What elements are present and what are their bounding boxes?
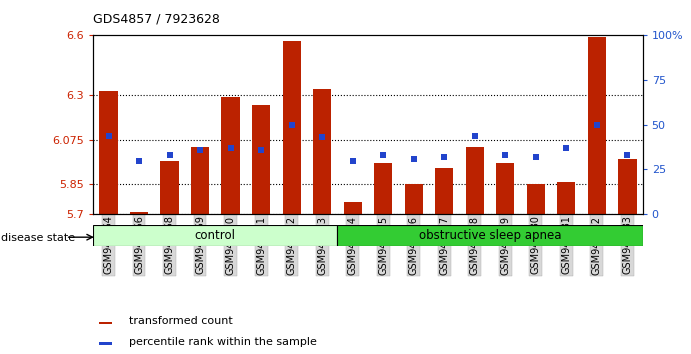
Bar bbox=[343, 202, 362, 214]
Bar bbox=[496, 162, 514, 214]
Bar bbox=[283, 41, 301, 214]
Bar bbox=[99, 322, 112, 324]
Bar bbox=[337, 225, 643, 246]
Text: disease state: disease state bbox=[1, 233, 75, 243]
Text: obstructive sleep apnea: obstructive sleep apnea bbox=[419, 229, 561, 242]
Text: control: control bbox=[195, 229, 236, 242]
Text: transformed count: transformed count bbox=[129, 316, 233, 326]
Bar bbox=[130, 212, 148, 214]
Bar bbox=[99, 342, 112, 345]
Bar bbox=[557, 182, 576, 214]
Text: GDS4857 / 7923628: GDS4857 / 7923628 bbox=[93, 12, 220, 25]
Bar bbox=[221, 97, 240, 214]
Bar bbox=[587, 38, 606, 214]
Bar bbox=[252, 105, 270, 214]
Bar bbox=[435, 169, 453, 214]
Bar bbox=[100, 91, 117, 214]
Bar bbox=[313, 89, 331, 214]
Bar bbox=[527, 184, 545, 214]
Text: percentile rank within the sample: percentile rank within the sample bbox=[129, 337, 317, 347]
Bar bbox=[374, 162, 392, 214]
Bar bbox=[466, 147, 484, 214]
Bar bbox=[93, 225, 337, 246]
Bar bbox=[618, 159, 636, 214]
Bar bbox=[405, 184, 423, 214]
Bar bbox=[160, 161, 179, 214]
Bar bbox=[191, 147, 209, 214]
